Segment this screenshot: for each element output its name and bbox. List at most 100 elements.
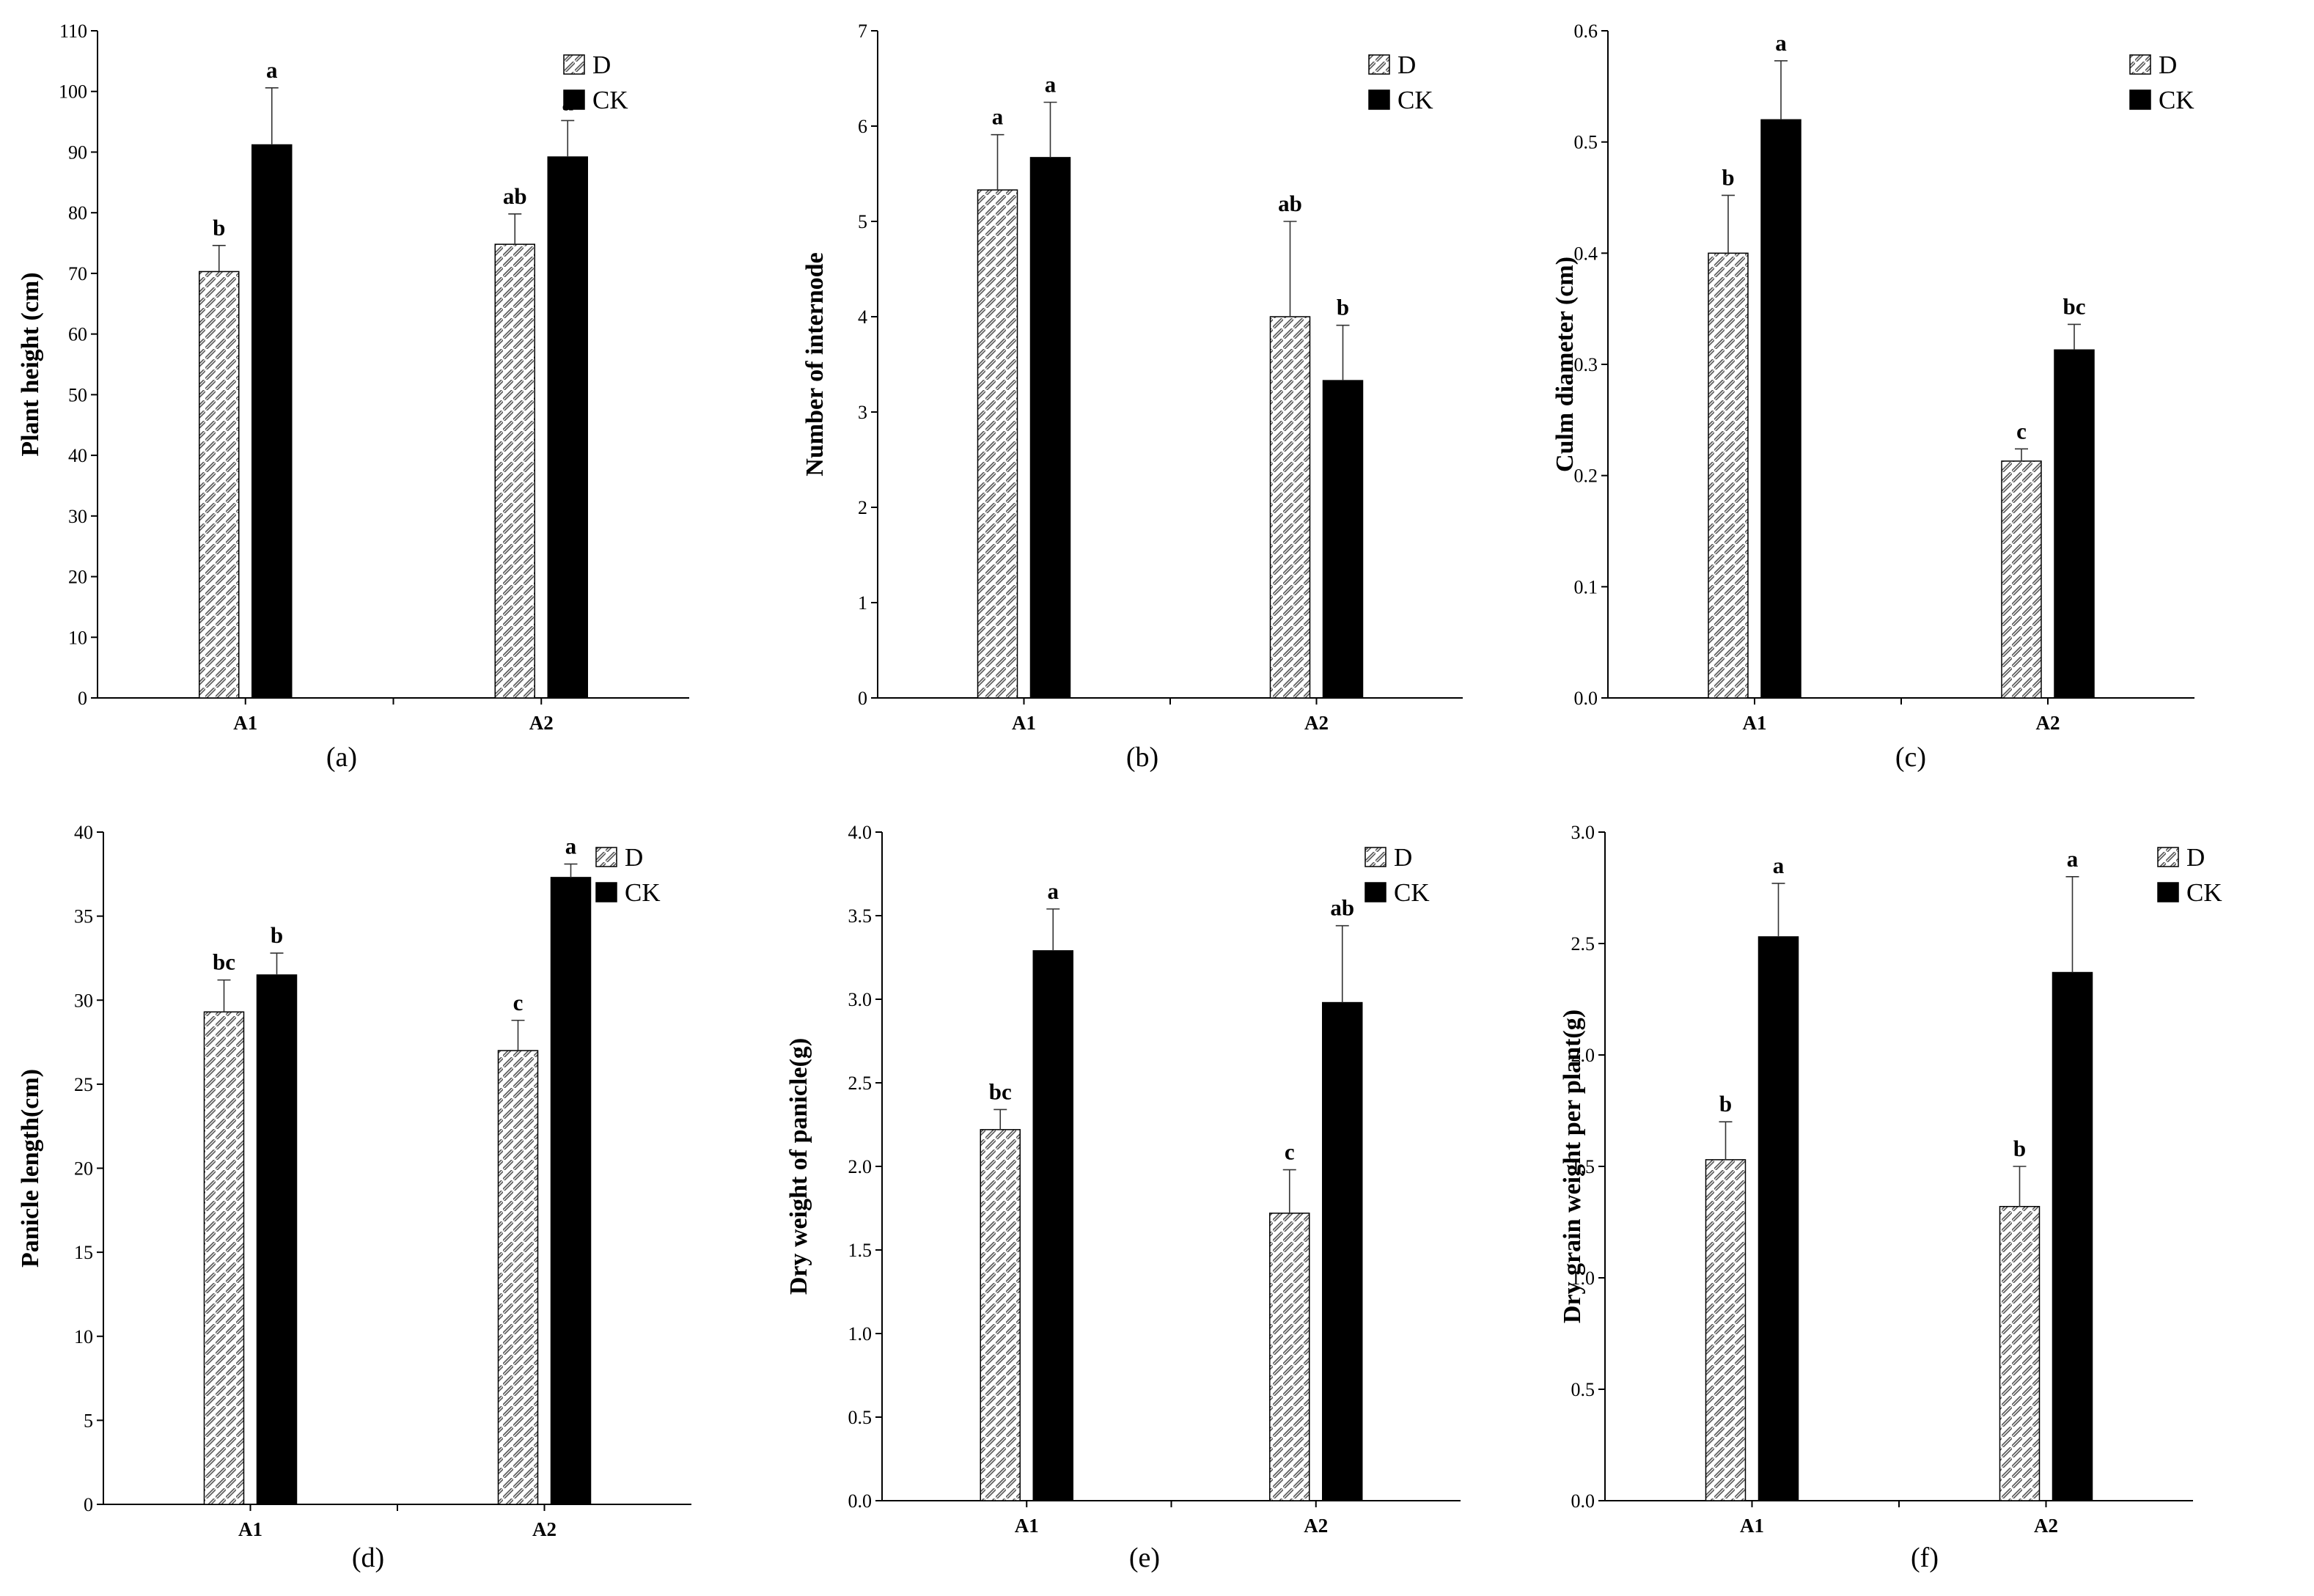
y-tick-label: 0.5	[848, 1407, 873, 1428]
y-tick-label: 30	[74, 990, 93, 1011]
y-tick-label: 50	[68, 384, 87, 405]
significance-label: ab	[1278, 191, 1302, 216]
legend-swatch-d	[563, 54, 585, 75]
significance-label: b	[271, 922, 283, 948]
legend-swatch-d	[2129, 54, 2151, 75]
x-tick-label: A2	[2036, 712, 2060, 734]
bar-d	[199, 271, 240, 699]
chart-panel-2: 0 1 2 3 4 5 6 7 A1 a a A2 ab b Number of internode D CK (…	[801, 21, 1463, 773]
significance-label: a	[2067, 846, 2079, 872]
x-tick-label: A1	[1015, 1515, 1039, 1537]
bar-ck	[1029, 157, 1071, 699]
y-axis-title: Dry grain weight per plant(g)	[1559, 1010, 1586, 1323]
legend-label-d: D	[2186, 843, 2205, 872]
bar-d	[1705, 1159, 1746, 1501]
bar-ck	[550, 877, 592, 1505]
x-tick-label: A2	[1304, 712, 1329, 734]
significance-label: b	[1722, 164, 1734, 190]
y-tick-label: 0.6	[1574, 21, 1598, 42]
bar-ck	[1757, 936, 1799, 1501]
legend-label-ck: CK	[625, 878, 661, 907]
y-tick-label: 2	[858, 497, 867, 518]
bar-d	[497, 1050, 539, 1505]
y-axis-title: Dry weight of panicle(g)	[785, 1038, 812, 1295]
significance-label: a	[1775, 30, 1787, 56]
y-tick-label: 110	[59, 21, 87, 42]
legend-label-ck: CK	[2186, 878, 2222, 907]
significance-label: a	[1045, 72, 1057, 98]
y-tick-label: 2.0	[848, 1156, 873, 1177]
bar-ck	[1322, 380, 1364, 699]
y-tick-label: 0.3	[1574, 354, 1598, 375]
significance-label: b	[213, 215, 225, 240]
x-tick-label: A2	[529, 712, 554, 734]
y-tick-label: 0	[84, 1494, 93, 1515]
significance-label: b	[1719, 1091, 1732, 1117]
y-tick-label: 40	[68, 445, 87, 466]
significance-label: b	[1337, 295, 1349, 320]
legend-label-d: D	[2159, 51, 2177, 79]
y-tick-label: 3	[858, 402, 867, 423]
legend: D CK	[563, 51, 628, 114]
legend-swatch-ck	[563, 89, 585, 110]
legend-swatch-ck	[595, 882, 617, 902]
y-tick-label: 6	[858, 116, 867, 137]
panel-label: (d)	[352, 1542, 384, 1573]
bar-d	[980, 1129, 1021, 1501]
legend-label-ck: CK	[592, 86, 628, 114]
significance-label: a	[565, 834, 577, 859]
y-tick-label: 80	[68, 202, 87, 224]
y-tick-label: 35	[74, 906, 93, 927]
chart-panel-1: 0102030405060708090100110A1baA2abaPlant …	[17, 21, 689, 773]
y-tick-label: 10	[74, 1326, 93, 1347]
x-tick-label: A1	[1012, 712, 1036, 734]
y-tick-label: 2.5	[1571, 933, 1595, 955]
y-axis-title: Plant height (cm)	[17, 272, 44, 456]
y-tick-label: 20	[74, 1158, 93, 1180]
legend-swatch-ck	[2157, 882, 2179, 902]
bar-d	[1269, 316, 1311, 699]
significance-label: ab	[1330, 895, 1354, 921]
y-tick-label: 3.0	[1571, 822, 1595, 843]
y-tick-label: 5	[84, 1410, 93, 1431]
significance-label: bc	[989, 1078, 1012, 1104]
significance-label: a	[266, 57, 278, 83]
chart-panel-3: 0.0 0.1 0.2 0.3 0.4 0.5 0.6 A1 b a A2 c bc Culm diame…	[1551, 21, 2194, 773]
y-tick-label: 3.0	[848, 989, 873, 1010]
bar-ck	[2052, 971, 2093, 1501]
y-tick-label: 0.0	[1574, 688, 1598, 709]
significance-label: c	[1285, 1139, 1295, 1165]
bar-ck	[256, 974, 298, 1505]
bar-d	[977, 189, 1018, 699]
y-tick-label: 15	[74, 1242, 93, 1263]
bar-d	[2001, 460, 2042, 699]
bar-ck	[1032, 950, 1073, 1501]
legend-swatch-d	[2157, 847, 2179, 867]
x-tick-label: A2	[2034, 1515, 2058, 1537]
y-tick-label: 0.1	[1574, 576, 1598, 597]
legend-label-d: D	[592, 51, 611, 79]
y-tick-label: 90	[68, 141, 87, 163]
x-tick-label: A1	[1743, 712, 1767, 734]
y-tick-label: 70	[68, 263, 87, 284]
bar-ck	[1760, 119, 1801, 699]
y-tick-label: 1	[858, 592, 867, 614]
legend-swatch-d	[1364, 847, 1386, 867]
bar-ck	[547, 156, 588, 699]
legend-label-ck: CK	[1394, 878, 1430, 907]
y-tick-label: 1.0	[1571, 1268, 1595, 1289]
legend: D CK	[1364, 843, 1430, 907]
y-axis-title: Number of internode	[801, 252, 829, 476]
legend: D CK	[1368, 51, 1433, 114]
chart-panel-4: 0 5 10 15 20 25 30 35 40 A1 bc b A2 c a Panicle length(…	[17, 822, 691, 1573]
y-tick-label: 1.5	[848, 1240, 873, 1261]
y-axis-title: Culm diameter (cm)	[1551, 257, 1579, 472]
chart-panel-5: 0.0 0.5 1.0 1.5 2.0 2.5 3.0 3.5 4.0 A1 bc a A2 c ab Dry…	[785, 822, 1461, 1573]
y-axis-title: Panicle length(cm)	[17, 1069, 44, 1268]
significance-label: a	[992, 104, 1004, 130]
panel-label: (a)	[326, 742, 357, 773]
y-tick-label: 5	[858, 211, 867, 232]
legend: D CK	[2129, 51, 2194, 114]
y-tick-label: 0	[858, 688, 867, 709]
